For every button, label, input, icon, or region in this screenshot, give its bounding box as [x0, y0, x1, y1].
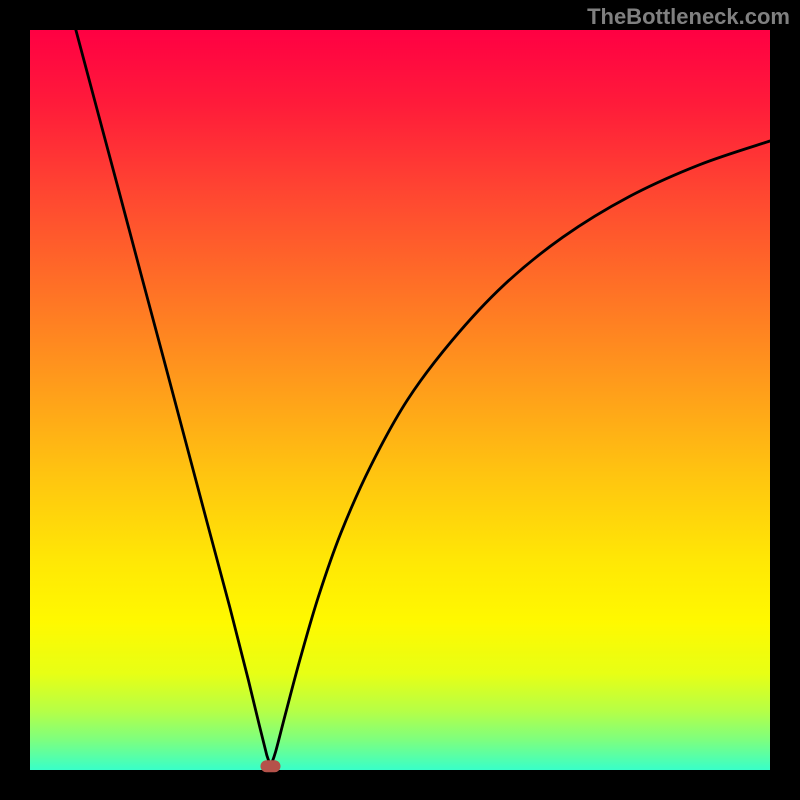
bottleneck-chart [0, 0, 800, 800]
chart-container: TheBottleneck.com [0, 0, 800, 800]
watermark-text: TheBottleneck.com [587, 4, 790, 30]
plot-background [30, 30, 770, 770]
vertex-marker [261, 760, 281, 772]
